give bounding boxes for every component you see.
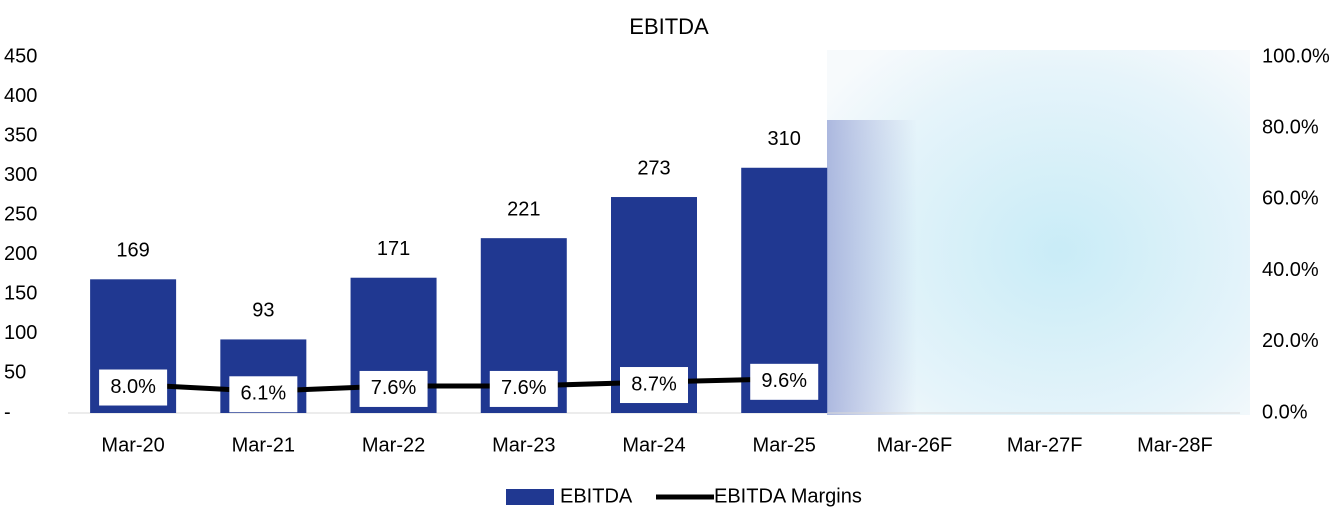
label-box — [489, 370, 558, 407]
legend-swatch — [506, 489, 554, 505]
x-tick-label: Mar-22 — [362, 434, 425, 456]
data-label: 8.0% — [110, 376, 156, 398]
data-label: 93 — [252, 300, 274, 322]
data-label: 6.1% — [241, 383, 287, 405]
y-tick-label: 450 — [4, 45, 37, 67]
y-tick-label: 200 — [4, 243, 37, 265]
y-tick-label: - — [4, 401, 11, 423]
y-tick-label: 250 — [4, 204, 37, 226]
label-box — [359, 370, 428, 407]
label-box — [750, 363, 819, 400]
data-label: 9.6% — [761, 370, 807, 392]
data-label: 7.6% — [501, 377, 547, 399]
data-label: 169 — [116, 240, 149, 262]
y2-tick-label: 0.0% — [1262, 401, 1308, 423]
y-tick-label: 150 — [4, 283, 37, 305]
label-box — [620, 367, 688, 404]
chart-title: EBITDA — [629, 14, 709, 39]
y2-tick-label: 20.0% — [1262, 330, 1319, 352]
data-label: 8.7% — [631, 373, 677, 395]
x-tick-label: Mar-27F — [1007, 434, 1083, 456]
x-tick-label: Mar-26F — [877, 434, 953, 456]
label-box — [229, 376, 298, 413]
y-tick-label: 50 — [4, 362, 26, 384]
y-tick-label: 400 — [4, 85, 37, 107]
x-tick-label: Mar-21 — [232, 434, 295, 456]
y2-tick-label: 60.0% — [1262, 188, 1319, 210]
label-box — [99, 369, 168, 406]
x-tick-label: Mar-25 — [753, 434, 816, 456]
data-label: 273 — [637, 157, 670, 179]
x-tick-label: Mar-24 — [622, 434, 685, 456]
data-label: 310 — [768, 128, 801, 150]
y-tick-label: 350 — [4, 124, 37, 146]
y2-tick-label: 80.0% — [1262, 116, 1319, 138]
y-tick-label: 300 — [4, 164, 37, 186]
x-tick-label: Mar-23 — [492, 434, 555, 456]
data-label: 171 — [377, 238, 410, 260]
x-tick-label: Mar-28F — [1137, 434, 1213, 456]
y2-tick-label: 40.0% — [1262, 259, 1319, 281]
legend-label: EBITDA — [560, 485, 633, 507]
y-tick-label: 100 — [4, 322, 37, 344]
legend-label: EBITDA Margins — [714, 485, 862, 507]
data-label: 7.6% — [371, 377, 417, 399]
x-tick-label: Mar-20 — [101, 434, 164, 456]
data-label: 221 — [507, 198, 540, 220]
y2-tick-label: 100.0% — [1262, 45, 1330, 67]
redacted-area — [827, 120, 917, 415]
